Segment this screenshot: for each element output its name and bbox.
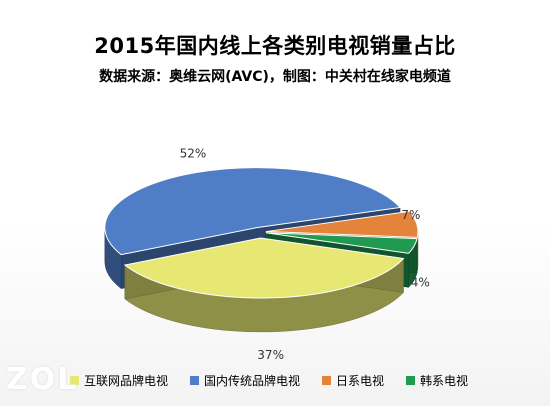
- data-label: 4%: [411, 276, 430, 290]
- legend-swatch: [406, 376, 416, 385]
- data-label: 7%: [401, 208, 420, 222]
- chart-subtitle: 数据来源：奥维云网(AVC)，制图：中关村在线家电频道: [99, 69, 451, 85]
- pie-slice-2: [265, 210, 419, 238]
- data-label: 52%: [180, 147, 207, 161]
- legend-item-domestic-brand: 国内传统品牌电视: [190, 372, 300, 389]
- pie-slice-3: [265, 232, 418, 254]
- pie-slice-1: [104, 167, 402, 256]
- legend-swatch: [322, 376, 332, 385]
- legend-label: 互联网品牌电视: [84, 374, 169, 388]
- legend-item-japanese-brand: 日系电视: [322, 372, 384, 389]
- legend: 互联网品牌电视 国内传统品牌电视 日系电视 韩系电视: [70, 372, 490, 389]
- legend-label: 韩系电视: [420, 374, 469, 388]
- pie-slice-0: [123, 237, 405, 299]
- legend-swatch: [190, 376, 200, 385]
- legend-swatch: [70, 376, 79, 385]
- legend-label: 日系电视: [336, 374, 385, 388]
- chart-title: 2015年国内线上各类别电视销量占比: [94, 34, 456, 58]
- watermark-logo: ZOL: [6, 362, 79, 397]
- legend-item-internet-brand: 互联网品牌电视: [70, 372, 168, 389]
- legend-item-korean-brand: 韩系电视: [406, 372, 468, 389]
- data-label: 37%: [257, 348, 284, 362]
- legend-label: 国内传统品牌电视: [204, 374, 301, 388]
